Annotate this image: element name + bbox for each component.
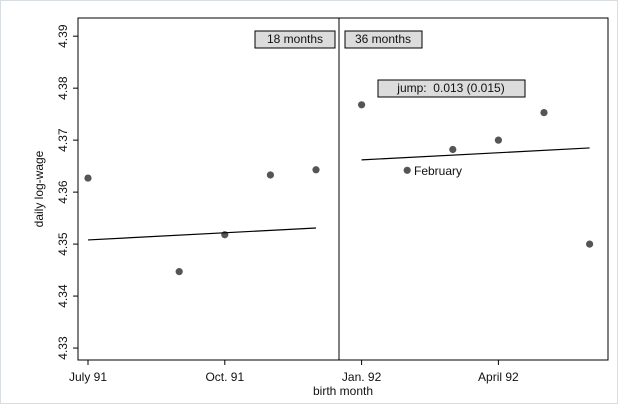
x-tick-label: Jan. 92 <box>342 370 382 384</box>
point <box>403 166 411 174</box>
x-tick-label: July 91 <box>69 370 107 384</box>
y-tick-label: 4.39 <box>56 24 70 48</box>
point <box>449 145 457 154</box>
point <box>266 171 274 179</box>
annotation: 18 months <box>267 32 323 46</box>
y-tick-label: 4.34 <box>56 284 70 308</box>
annotation-box <box>377 79 526 98</box>
point <box>540 108 548 117</box>
y-tick-label: 4.38 <box>56 76 70 100</box>
y-tick-label: 4.37 <box>56 128 70 152</box>
x-tick-label: April 92 <box>478 370 519 384</box>
plot-area <box>77 17 609 361</box>
y-tick-label: 4.35 <box>56 232 70 256</box>
fit-line <box>361 147 590 161</box>
point <box>494 136 502 144</box>
point <box>358 101 366 109</box>
point-note: February <box>414 164 462 178</box>
point <box>175 268 183 276</box>
fit-line <box>87 227 317 241</box>
annotation-box <box>344 30 423 49</box>
x-axis-title: birth month <box>313 384 373 398</box>
y-tick-label: 4.36 <box>56 180 70 204</box>
annotation-box <box>254 30 336 49</box>
y-tick-label: 4.33 <box>56 336 70 360</box>
y-axis-title: daily log-wage <box>32 150 46 227</box>
point <box>312 166 320 174</box>
point <box>586 240 594 248</box>
annotation: jump: 0.013 (0.015) <box>396 81 504 95</box>
x-tick-label: Oct. 91 <box>205 370 244 384</box>
annotation: 36 months <box>355 32 411 46</box>
point <box>84 174 92 182</box>
